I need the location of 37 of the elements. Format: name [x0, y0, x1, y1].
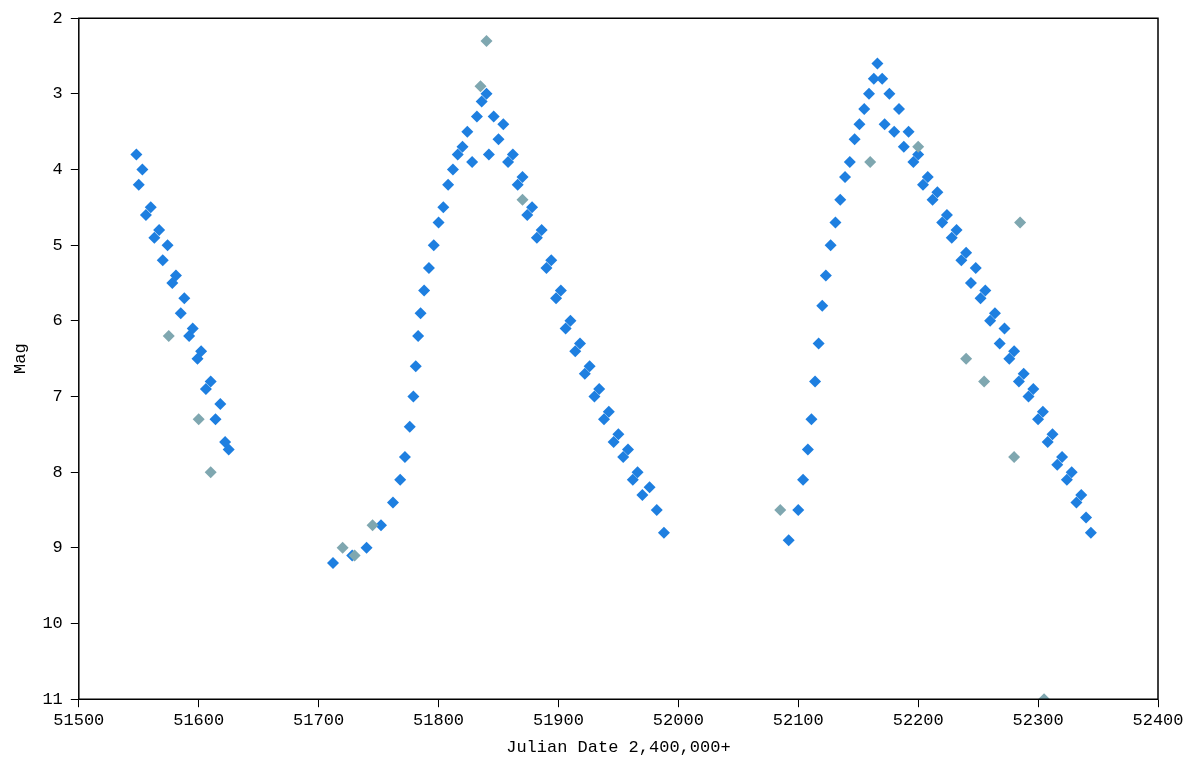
y-tick-label: 8 — [52, 462, 63, 482]
x-axis-title: Julian Date 2,400,000+ — [506, 738, 731, 758]
x-tick-label: 51800 — [413, 710, 465, 730]
y-tick-label: 3 — [52, 84, 63, 104]
y-tick-label: 7 — [52, 387, 63, 407]
y-tick-label: 5 — [52, 235, 63, 255]
y-tick-label: 4 — [52, 160, 63, 180]
point — [1008, 451, 1021, 464]
x-tick-label: 51900 — [532, 710, 584, 730]
y-tick-label: 2 — [52, 8, 63, 28]
point — [774, 504, 787, 517]
point — [162, 330, 175, 342]
point — [912, 140, 925, 153]
point — [192, 413, 205, 426]
point — [480, 34, 493, 47]
point — [204, 466, 217, 479]
x-tick-label: 51700 — [293, 710, 345, 730]
y-tick-label: 11 — [42, 689, 63, 709]
point — [1014, 216, 1027, 229]
y-tick-label: 10 — [42, 614, 63, 634]
x-tick-label: 52200 — [892, 710, 944, 730]
point — [366, 519, 379, 532]
x-tick-label: 51500 — [53, 710, 105, 730]
point — [474, 80, 487, 93]
x-tick-label: 52400 — [1132, 710, 1184, 730]
x-tick-label: 51600 — [173, 710, 225, 730]
point — [864, 155, 877, 168]
y-axis-title: Mag — [10, 343, 30, 374]
y-tick-label: 9 — [52, 538, 63, 558]
y-tick-label: 6 — [52, 311, 63, 331]
point — [960, 352, 973, 365]
point — [336, 541, 349, 554]
x-tick-label: 52000 — [652, 710, 704, 730]
point — [978, 375, 991, 388]
point — [516, 193, 529, 206]
x-tick-label: 52300 — [1012, 710, 1064, 730]
x-tick-label: 52100 — [772, 710, 824, 730]
